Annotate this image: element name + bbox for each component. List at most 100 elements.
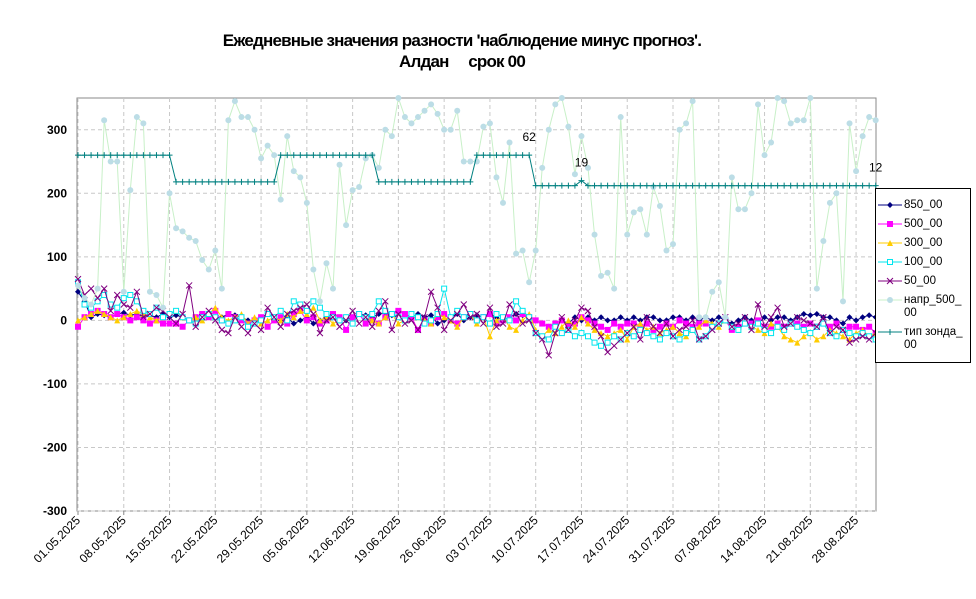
marker (160, 304, 166, 311)
marker (702, 320, 709, 327)
marker (245, 178, 251, 185)
marker (441, 178, 448, 185)
marker (388, 178, 395, 185)
marker (421, 107, 428, 114)
marker (597, 332, 605, 340)
marker (127, 311, 134, 318)
marker (741, 182, 748, 189)
marker (323, 152, 330, 159)
marker (650, 333, 657, 340)
marker (375, 307, 383, 315)
legend-label: 850_00 (904, 199, 943, 211)
marker (486, 152, 493, 159)
marker (748, 320, 755, 327)
marker (826, 314, 833, 321)
legend-swatch (878, 221, 902, 227)
marker (887, 329, 893, 335)
marker (75, 152, 81, 159)
marker (127, 317, 134, 324)
marker (552, 101, 559, 108)
marker (833, 182, 840, 189)
marker (755, 101, 761, 108)
marker (689, 323, 696, 330)
marker (558, 313, 566, 321)
marker (401, 114, 408, 121)
marker (349, 314, 356, 321)
marker (670, 241, 676, 248)
marker (251, 126, 258, 133)
marker (146, 314, 153, 321)
x-tick-label: 17.07.2025 (534, 513, 587, 566)
marker (604, 317, 611, 324)
marker (212, 304, 219, 311)
marker (408, 120, 415, 127)
marker (179, 178, 186, 185)
marker (408, 311, 415, 318)
marker (768, 330, 775, 337)
marker (676, 182, 683, 189)
legend-label: 300_00 (904, 237, 943, 249)
marker (330, 285, 336, 292)
marker (349, 320, 356, 327)
annotation: 62 (522, 130, 536, 144)
marker (807, 95, 814, 101)
marker (781, 182, 788, 189)
marker (630, 323, 638, 331)
marker (598, 323, 605, 330)
marker (813, 311, 820, 318)
marker (598, 314, 605, 321)
marker (715, 323, 722, 330)
marker (388, 326, 396, 334)
marker (630, 314, 637, 321)
marker (728, 323, 736, 331)
marker (120, 288, 127, 295)
marker (565, 326, 572, 334)
marker (310, 314, 317, 321)
marker (539, 320, 546, 327)
marker (846, 339, 853, 346)
marker (558, 330, 565, 337)
marker (290, 314, 297, 321)
marker (166, 152, 173, 159)
marker (887, 202, 893, 208)
marker (166, 313, 173, 321)
marker (473, 152, 480, 159)
marker (761, 323, 768, 331)
marker (120, 295, 127, 302)
marker (355, 320, 363, 327)
marker (611, 333, 618, 340)
marker (133, 114, 140, 121)
marker (316, 298, 323, 305)
marker (75, 282, 81, 289)
marker (120, 152, 127, 159)
marker (356, 152, 363, 159)
marker (395, 307, 402, 314)
marker (297, 174, 304, 181)
marker (172, 320, 180, 327)
marker (571, 333, 578, 340)
x-tick-label: 05.06.2025 (260, 513, 313, 566)
marker (316, 317, 323, 324)
marker (166, 320, 173, 327)
marker (316, 152, 323, 159)
marker (362, 152, 369, 159)
x-tick-label: 01.05.2025 (31, 513, 84, 566)
marker (833, 333, 840, 340)
marker (107, 158, 114, 165)
marker (160, 320, 166, 327)
marker (781, 98, 788, 105)
marker (846, 314, 853, 321)
marker (793, 313, 801, 321)
marker (794, 320, 801, 327)
marker (774, 182, 781, 189)
marker (107, 152, 114, 159)
x-tick-label: 03 07.2025 (443, 513, 496, 566)
marker (127, 187, 134, 194)
y-tick-label: 300 (47, 123, 67, 137)
marker (617, 326, 624, 333)
marker (558, 95, 565, 101)
marker (297, 317, 304, 324)
marker (231, 98, 238, 105)
marker (585, 320, 591, 327)
marker (696, 323, 703, 330)
